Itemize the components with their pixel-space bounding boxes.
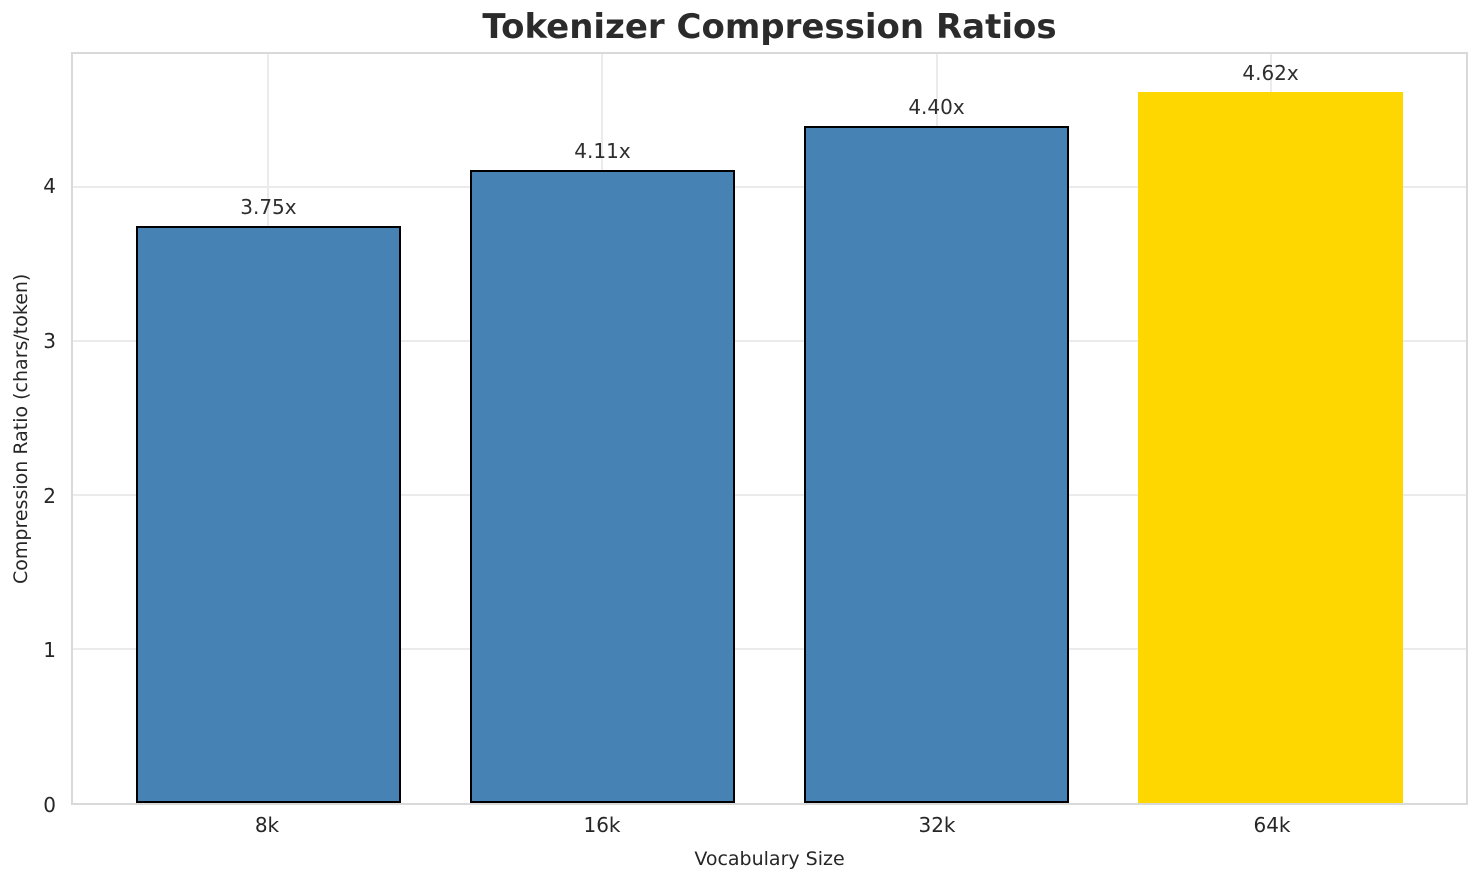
y-tick-label-1: 1 [43, 638, 56, 663]
h-gridline-1 [73, 648, 1466, 651]
bar-value-label-64k: 4.62x [1242, 60, 1299, 85]
plot-area: 3.75x 4.11x 4.40x 4.62x [71, 52, 1468, 805]
bar-8k [135, 225, 402, 803]
x-tick-label-32k: 32k [918, 813, 956, 837]
y-axis-tick-labels: 0 1 2 3 4 [0, 52, 56, 815]
y-tick-label-3: 3 [43, 328, 56, 353]
bar-value-label-8k: 3.75x [240, 194, 297, 219]
y-tick-label-0: 0 [43, 793, 56, 817]
x-axis-label: Vocabulary Size [694, 848, 845, 870]
h-gridline-2 [73, 494, 1466, 497]
chart-title: Tokenizer Compression Ratios [482, 7, 1057, 47]
bar-value-label-32k: 4.40x [908, 94, 965, 119]
h-gridline-4 [73, 186, 1466, 189]
h-gridline-3 [73, 340, 1466, 343]
x-axis-tick-labels: 8k 16k 32k 64k [71, 813, 1468, 843]
x-tick-label-8k: 8k [254, 813, 280, 837]
y-tick-label-4: 4 [43, 174, 56, 199]
bar-16k [469, 170, 736, 803]
bar-32k [803, 125, 1070, 803]
x-tick-label-64k: 64k [1253, 813, 1291, 837]
bar-64k [1137, 91, 1404, 803]
bar-value-label-16k: 4.11x [574, 139, 631, 164]
y-tick-label-2: 2 [43, 483, 56, 508]
x-tick-label-16k: 16k [583, 813, 621, 837]
